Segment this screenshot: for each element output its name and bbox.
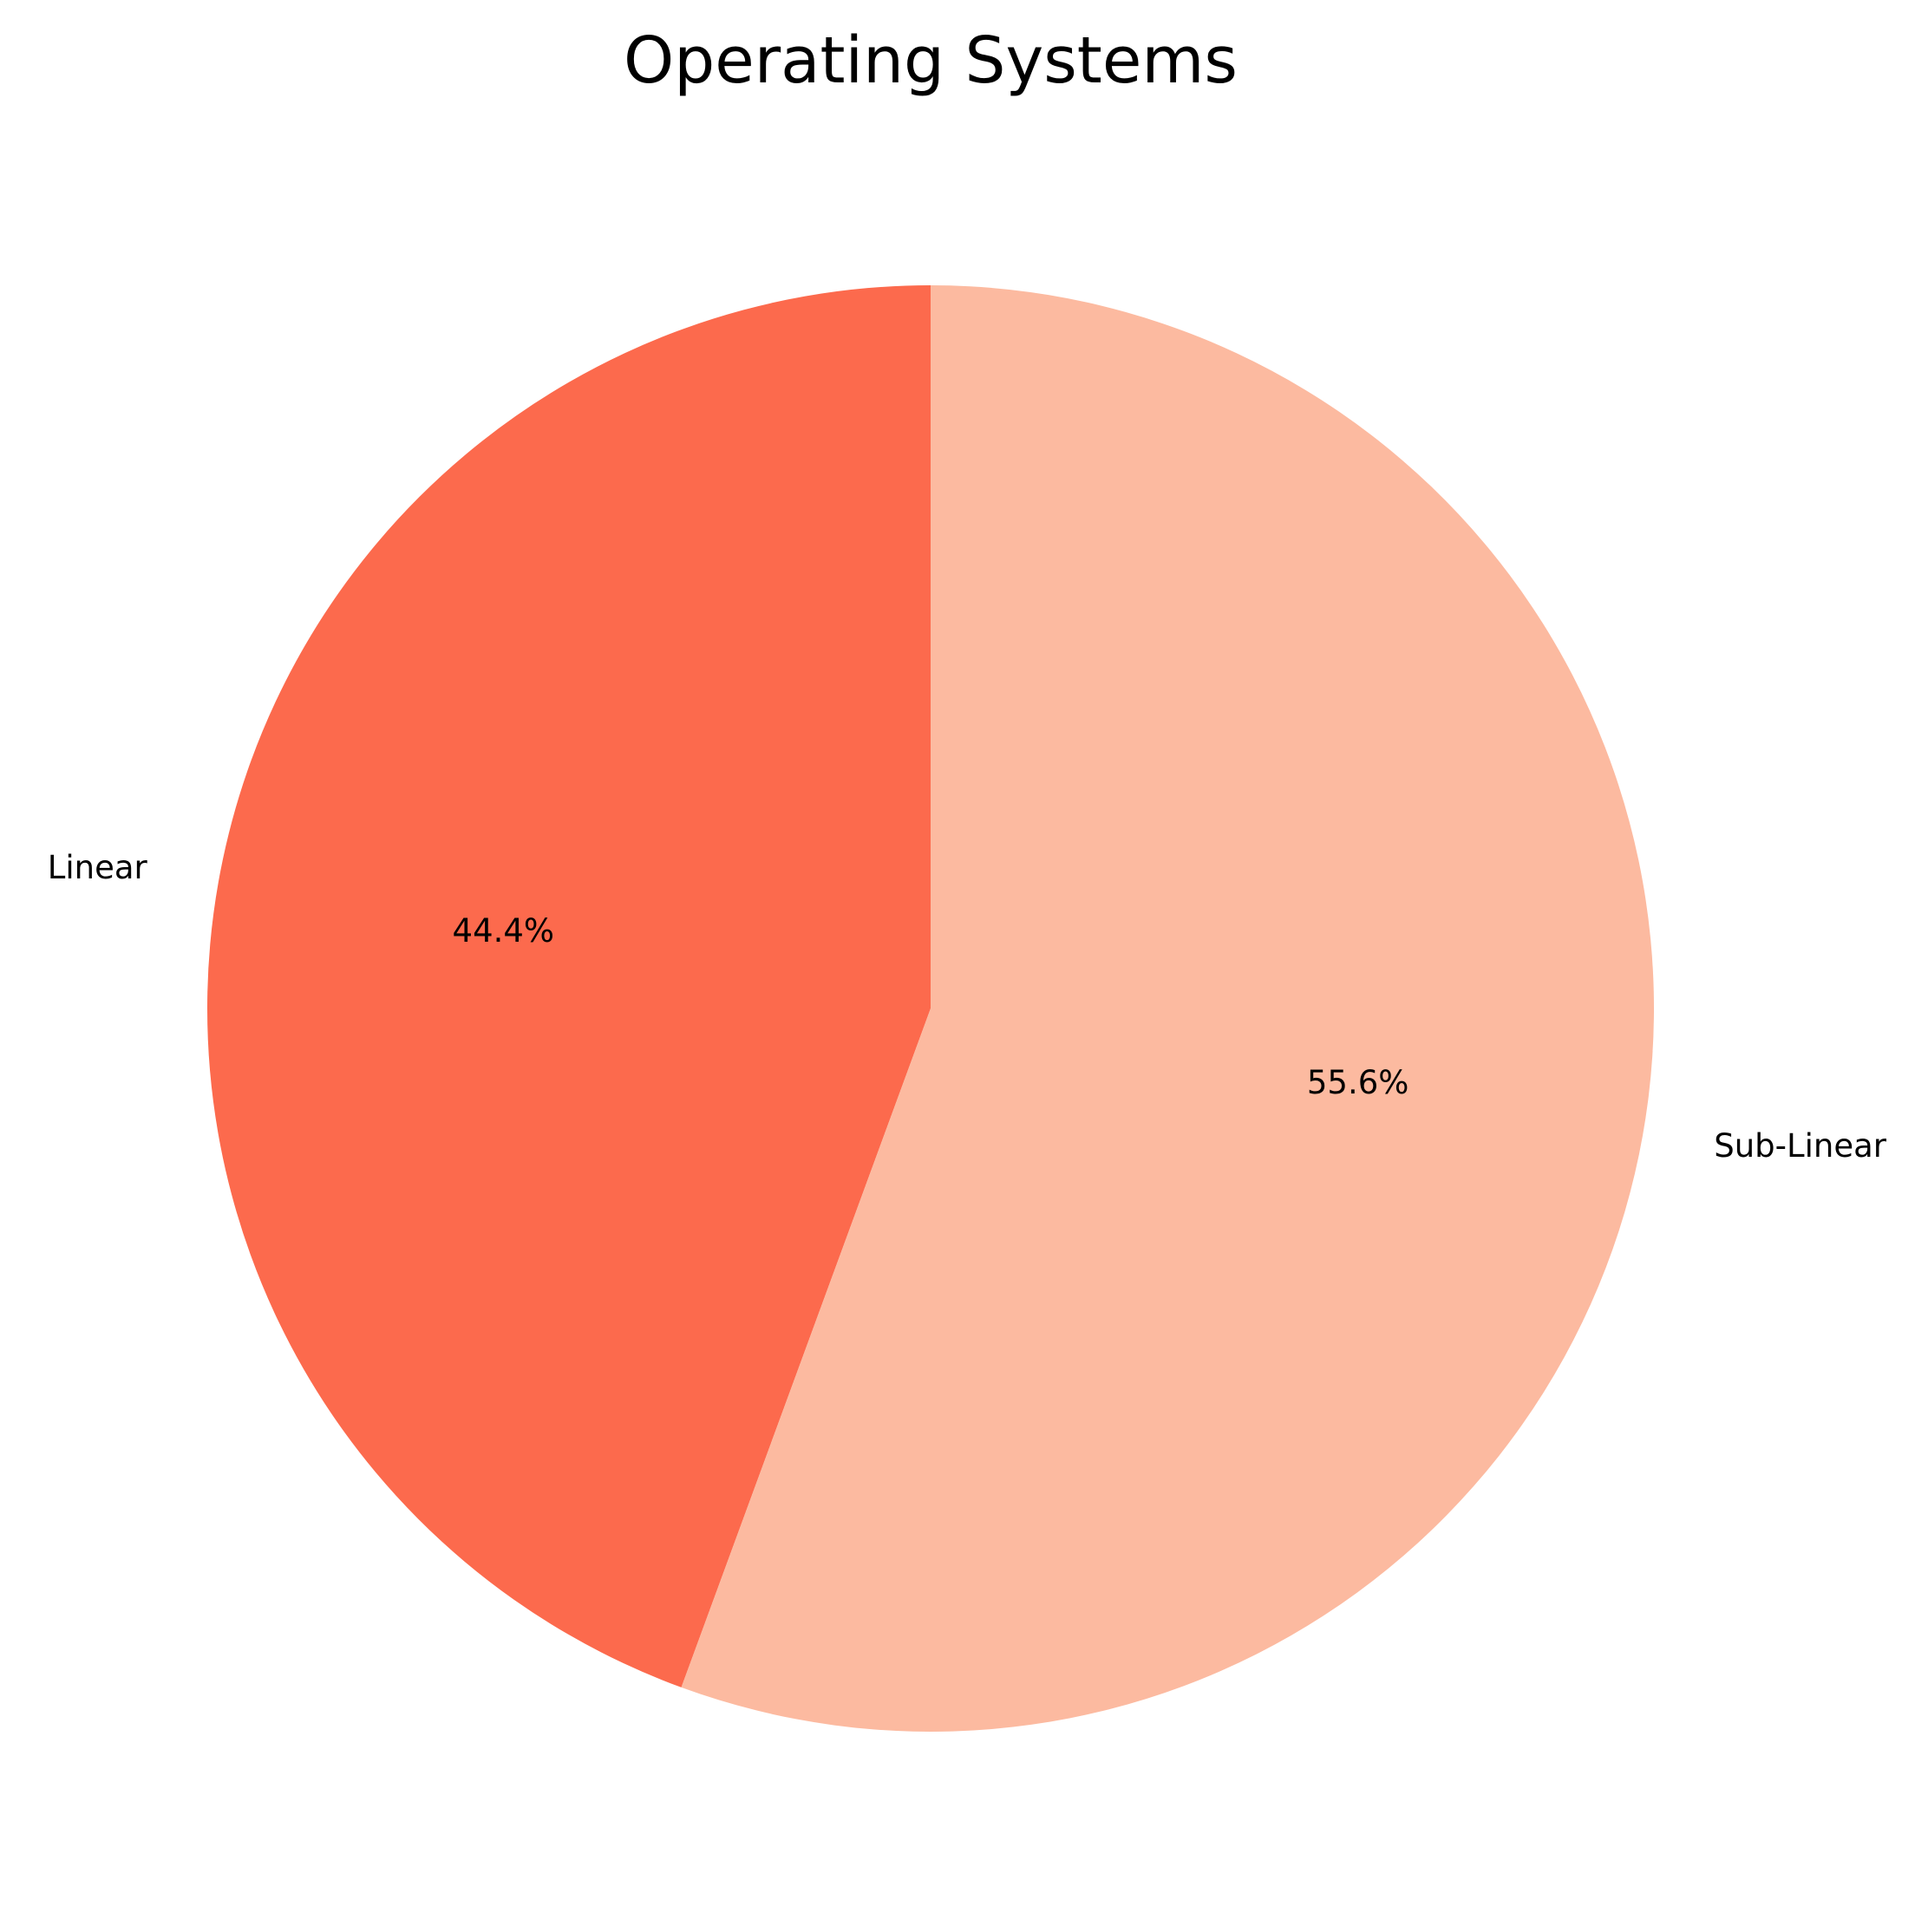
slice-percent-label: 44.4% [453,912,555,950]
slice-label: Linear [48,849,148,886]
pie-slice-linear [206,285,931,1687]
chart-title: Operating Systems [624,23,1238,98]
pie-slices [206,285,1654,1733]
slice-percent-label: 55.6% [1307,1064,1409,1101]
slice-label: Sub-Linear [1714,1127,1887,1165]
pie-labels: Linear 44.4% Sub-Linear 55.6% [48,849,1887,1165]
pie-slice-sub-linear [681,285,1654,1733]
